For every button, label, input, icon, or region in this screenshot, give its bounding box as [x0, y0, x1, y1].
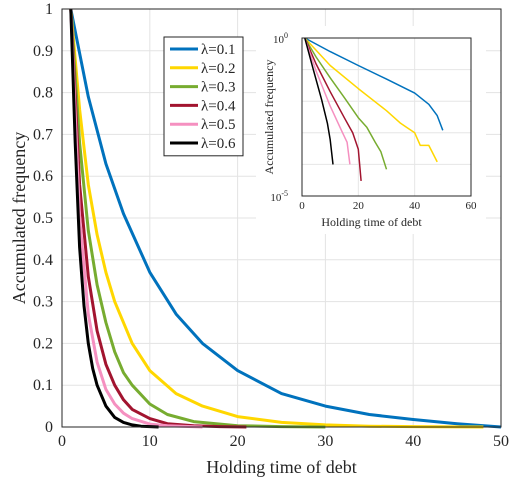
inset-series-line-5 [304, 37, 351, 165]
main-x-tick-label: 40 [405, 433, 421, 450]
main-x-tick-label: 10 [142, 433, 158, 450]
inset-x-tick-label: 40 [409, 200, 421, 212]
inset-y-axis-label: Accumulated frequency [262, 60, 276, 175]
main-y-tick-label: 0.3 [33, 294, 53, 311]
inset-series-line-6 [304, 37, 334, 165]
inset-y-tick-label: 100 [273, 31, 288, 46]
legend-label-5: λ=0.5 [201, 117, 235, 133]
inset-y-tick-exponent: -5 [281, 189, 288, 198]
inset-series-lines [304, 37, 444, 181]
legend-label-4: λ=0.4 [201, 98, 236, 114]
main-series-line-3 [69, 8, 326, 429]
legend-box [163, 36, 244, 157]
main-y-tick-label: 0.9 [33, 43, 53, 60]
main-y-tick-label: 0.1 [33, 377, 53, 394]
main-y-tick-label: 0.4 [33, 252, 53, 269]
inset-series-line-2 [304, 37, 438, 163]
legend-label-1: λ=0.1 [201, 42, 235, 58]
main-y-tick-label: 0.8 [33, 85, 53, 102]
main-x-axis-label: Holding time of debt [206, 457, 356, 477]
main-x-tick-label: 30 [317, 433, 333, 450]
inset-background [256, 26, 486, 234]
main-y-axis-label: Accumulated frequency [9, 132, 29, 304]
inset-x-tick-label: 20 [353, 200, 365, 212]
main-y-tick-label: 0.5 [33, 210, 53, 227]
main-plot-frame [61, 8, 502, 428]
inset-y-tick-label: 10-5 [270, 189, 288, 204]
inset-x-tick-label: 60 [466, 200, 478, 212]
main-y-tick-label: 1 [45, 1, 53, 18]
inset-series-line-1 [304, 37, 444, 131]
legend: λ=0.1 λ=0.2 λ=0.3 λ=0.4 λ=0.5 λ=0.6 [163, 36, 244, 157]
main-series-line-1 [69, 8, 502, 429]
main-x-tick-label: 50 [493, 433, 509, 450]
inset-x-tick-label: 0 [299, 200, 305, 212]
legend-label-3: λ=0.3 [201, 80, 235, 96]
inset-series-line-4 [304, 37, 362, 181]
main-x-tick-label: 20 [230, 433, 246, 450]
main-series-line-6 [69, 8, 159, 429]
inset-plot-frame [301, 37, 472, 197]
main-y-tick-label: 0.6 [33, 168, 53, 185]
legend-label-2: λ=0.2 [201, 61, 235, 77]
inset-y-tick-base: 10 [273, 34, 285, 46]
main-y-tick-label: 0 [45, 419, 53, 436]
main-series-line-5 [69, 8, 203, 429]
inset-y-tick-exponent: 0 [284, 31, 288, 40]
main-series-line-2 [69, 8, 484, 429]
main-y-tick-label: 0.2 [33, 335, 53, 352]
inset-x-axis-label: Holding time of debt [321, 215, 422, 229]
inset-series-line-3 [304, 37, 388, 170]
main-series-lines [69, 8, 502, 429]
inset-y-tick-base: 10 [270, 192, 282, 204]
legend-label-6: λ=0.6 [201, 136, 236, 152]
main-x-tick-label: 0 [58, 433, 66, 450]
main-y-tick-label: 0.7 [33, 126, 53, 143]
